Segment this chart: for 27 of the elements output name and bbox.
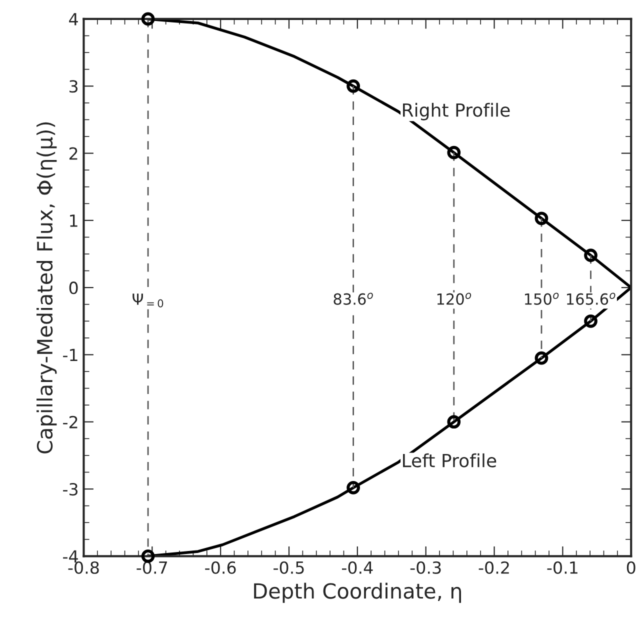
annotation: 165.6$^{o}$ (566, 292, 616, 305)
annotation: 150$^{o}$ (524, 292, 559, 305)
annotation: 83.6$^{o}$ (334, 292, 373, 305)
y-tick-label: 4 (69, 13, 78, 26)
y-tick-label: 1 (70, 214, 78, 227)
annotation: Left Profile (403, 453, 496, 468)
x-axis-title: Depth Coordinate, η (254, 582, 462, 603)
y-axis-title: Capillary-Mediated Flux, Φ(η(μ)) (36, 122, 57, 454)
annotation: 120$^{o}$ (437, 292, 472, 305)
annotation: Right Profile (403, 102, 510, 120)
x-tick-label: -0.4 (342, 561, 373, 574)
y-tick-label: 2 (69, 147, 78, 160)
x-tick-label: -0.1 (547, 561, 578, 574)
x-tick-label: -0.6 (205, 561, 236, 574)
x-tick-label: -0.3 (410, 561, 441, 574)
y-tick-label: -3 (63, 482, 78, 496)
x-tick-label: -0.5 (274, 561, 304, 574)
y-tick-label: -2 (63, 416, 78, 428)
x-tick-label: -0.8 (68, 561, 99, 574)
y-tick-label: 3 (70, 80, 78, 93)
y-tick-label: 0 (69, 282, 78, 294)
x-tick-label: 0 (626, 561, 636, 574)
annotation: Ψ$_{=0}$ (132, 294, 164, 308)
y-tick-label: -4 (63, 550, 78, 562)
x-tick-label: -0.2 (478, 561, 509, 574)
y-tick-label: -1 (63, 348, 78, 362)
x-tick-label: -0.7 (136, 561, 167, 574)
